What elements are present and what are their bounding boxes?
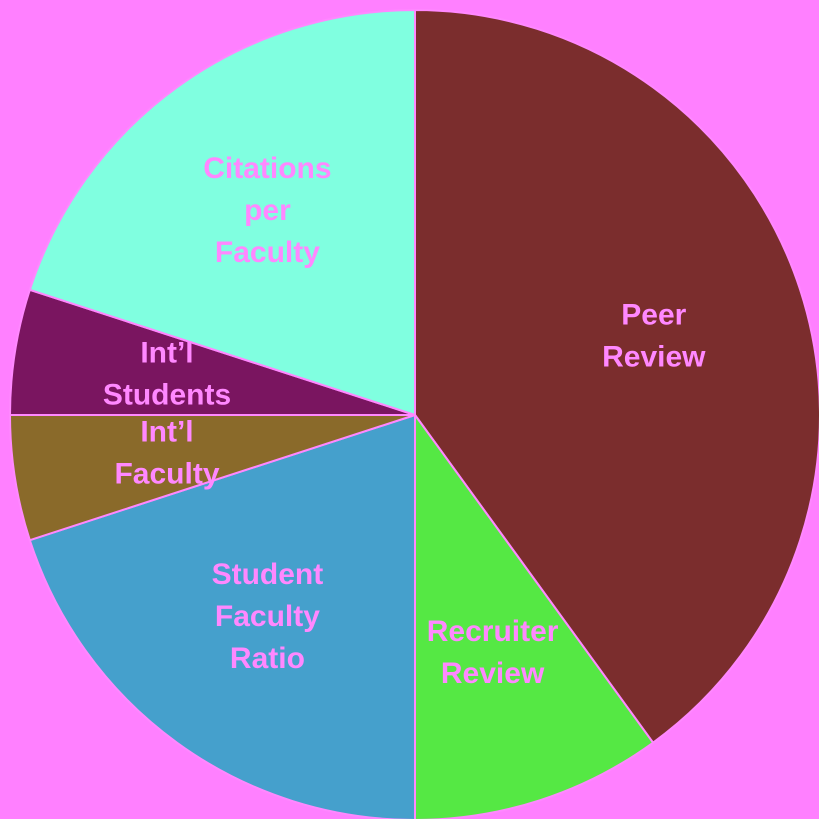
slice-label: Recruiter Review	[427, 615, 559, 690]
slice-label: Peer Review	[602, 298, 706, 373]
slice-label: Student Faculty Ratio	[212, 558, 324, 675]
pie-slice	[414, 8, 819, 745]
slice-label: Int’l Students	[103, 337, 231, 412]
pie-slice	[28, 413, 416, 819]
slice-label: Int’l Faculty	[114, 415, 219, 490]
slice-label: Citations per Faculty	[203, 152, 331, 269]
pie-slice	[28, 8, 416, 417]
pie-slice	[414, 411, 655, 819]
